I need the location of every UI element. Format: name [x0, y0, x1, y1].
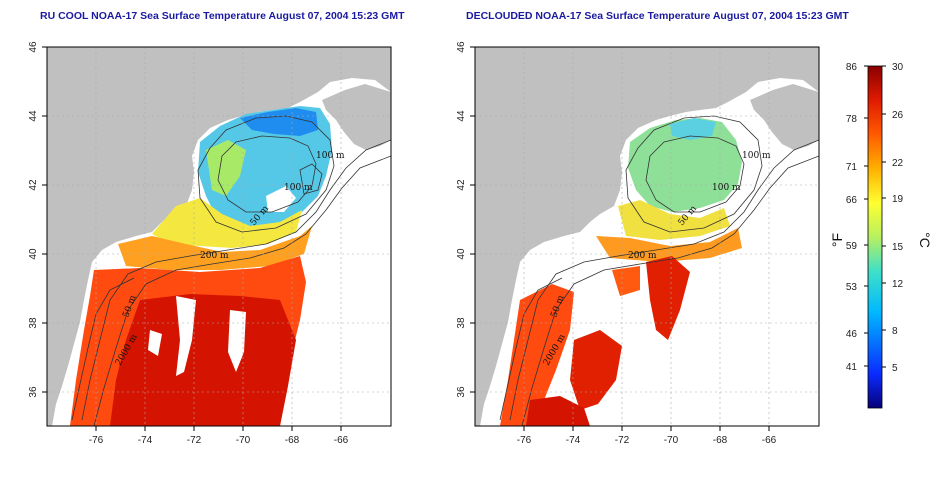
fahrenheit-tick-label: 71	[846, 162, 858, 173]
bathymetry-contours	[71, 115, 391, 426]
map-grid	[475, 47, 819, 426]
lat-tick-label: 38	[456, 317, 467, 329]
lon-tick-label: -72	[615, 435, 630, 446]
lat-tick-label: 42	[28, 179, 39, 191]
lon-tick-label: -66	[762, 435, 777, 446]
celsius-tick-label: 8	[892, 326, 898, 337]
nova-scotia	[322, 84, 391, 150]
lon-tick-label: -70	[664, 435, 679, 446]
fahrenheit-unit-label: °F	[829, 233, 845, 247]
lon-tick-label: -68	[285, 435, 300, 446]
sst-georges-bank	[206, 140, 246, 196]
sst-gulf-north	[670, 118, 716, 140]
sst-gulfstream	[110, 294, 296, 426]
map-grid	[47, 47, 391, 426]
celsius-tick-label: 5	[892, 363, 898, 374]
lon-tick-label: -66	[334, 435, 349, 446]
right-panel-title: DECLOUDED NOAA-17 Sea Surface Temperatur…	[466, 10, 849, 22]
colorbar-gradient	[867, 65, 883, 409]
lat-tick-label: 36	[28, 386, 39, 398]
land-mass	[47, 47, 391, 426]
fahrenheit-tick-label: 41	[846, 362, 858, 373]
celsius-tick-label: 15	[892, 242, 904, 253]
lat-tick-label: 36	[456, 386, 467, 398]
sst-slope-red-4	[526, 396, 590, 426]
sst-gulf-of-maine	[198, 106, 332, 230]
lon-tick-label: -70	[236, 435, 251, 446]
celsius-tick-label: 22	[892, 158, 904, 169]
fahrenheit-tick-label: 53	[846, 282, 858, 293]
lat-tick-label: 44	[456, 110, 467, 122]
nova-scotia	[750, 84, 819, 150]
celsius-tick-label: 12	[892, 279, 904, 290]
right-map-frame	[474, 46, 820, 427]
contour-label-100m-b: 100 m	[284, 183, 313, 193]
lon-tick-label: -76	[89, 435, 104, 446]
sst-gulf-north	[240, 108, 318, 136]
right-map-panel: 100 m 100 m 50 m 200 m 50 m 2000 m -76 -…	[456, 41, 820, 446]
sst-gulf-of-maine	[628, 118, 742, 212]
lat-tick-label: 38	[28, 317, 39, 329]
contour-label-200m: 200 m	[628, 251, 657, 261]
lat-tick-label: 46	[456, 41, 467, 53]
left-map-panel: 100 m 100 m 50 m 200 m 50 m 2000 m -76 -…	[28, 41, 392, 446]
lon-tick-label: -76	[517, 435, 532, 446]
bathymetry-contours	[499, 115, 819, 426]
left-panel-title: RU COOL NOAA-17 Sea Surface Temperature …	[40, 10, 405, 22]
lat-tick-label: 40	[456, 248, 467, 260]
cloud-gaps	[148, 186, 296, 376]
sst-slope-red-5	[612, 266, 640, 296]
celsius-unit-label: °C	[917, 232, 933, 248]
temperature-colorbar: 86 78 71 66 59 53 46 41 30 26 22 19 15 1…	[829, 62, 933, 409]
left-map-frame	[46, 46, 392, 427]
contour-label-100m-a: 100 m	[742, 151, 771, 161]
sst-slope-red-1	[500, 284, 574, 426]
lat-tick-label: 44	[28, 110, 39, 122]
fahrenheit-tick-label: 46	[846, 329, 858, 340]
lon-tick-label: -74	[566, 435, 581, 446]
fahrenheit-tick-label: 78	[846, 114, 858, 125]
contour-label-100m-b: 100 m	[712, 183, 741, 193]
sst-shelf-yellow	[152, 198, 302, 248]
fahrenheit-tick-label: 66	[846, 195, 858, 206]
sst-slope-red-3	[570, 330, 622, 410]
lat-tick-label: 40	[28, 248, 39, 260]
sst-shelf-yellow	[618, 200, 730, 240]
lon-tick-label: -74	[138, 435, 153, 446]
contour-label-100m-a: 100 m	[316, 151, 345, 161]
sst-slope-red-2	[646, 256, 690, 340]
celsius-tick-label: 26	[892, 110, 904, 121]
fahrenheit-tick-label: 59	[846, 241, 858, 252]
lat-tick-label: 46	[28, 41, 39, 53]
lon-tick-label: -68	[713, 435, 728, 446]
lat-tick-label: 42	[456, 179, 467, 191]
fahrenheit-tick-label: 86	[846, 62, 858, 73]
celsius-tick-label: 19	[892, 194, 904, 205]
land-mass	[475, 47, 819, 426]
lon-tick-label: -72	[187, 435, 202, 446]
contour-label-200m: 200 m	[200, 251, 229, 261]
sst-shelf-orange	[118, 226, 312, 270]
celsius-tick-label: 30	[892, 62, 904, 73]
